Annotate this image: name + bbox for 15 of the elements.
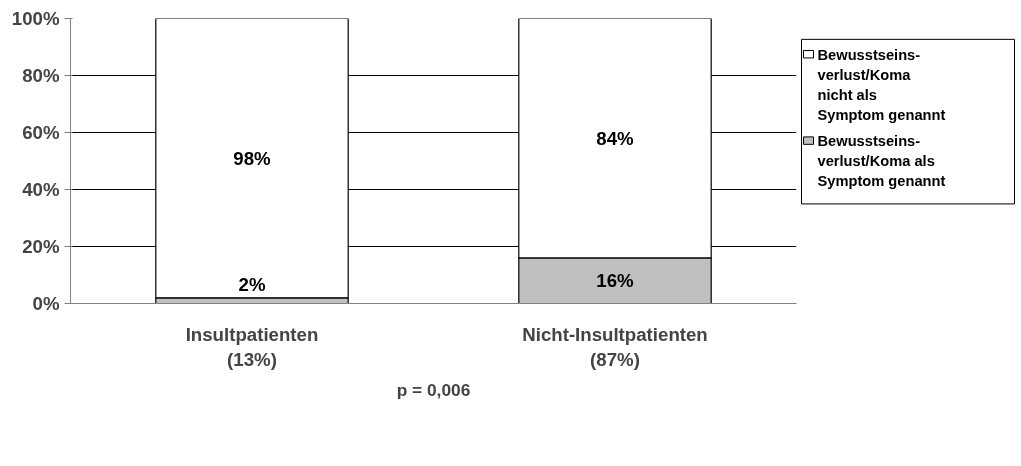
data-label: 2% [238, 273, 266, 295]
y-tick-label: 40% [22, 179, 60, 200]
y-tick-label: 100% [11, 8, 60, 29]
y-tick-label: 0% [32, 293, 60, 314]
x-tick-label: Insultpatienten (13%) [185, 323, 319, 370]
legend-label: Bewusstseins- verlust/Koma als Symptom genannt [817, 133, 946, 190]
y-tick-label: 20% [22, 236, 60, 257]
legend-label: Bewusstseins- verlust/Koma nicht als Symptom genannt [817, 46, 946, 123]
data-label: 16% [596, 270, 635, 292]
x-tick-label: Nicht-Insultpatienten (87%) [522, 323, 708, 370]
data-label: 84% [596, 127, 635, 149]
text: p = 0,006 [396, 379, 471, 400]
data-label: 98% [233, 147, 272, 169]
y-tick-label: 60% [22, 122, 60, 143]
y-tick-label: 80% [22, 65, 60, 86]
